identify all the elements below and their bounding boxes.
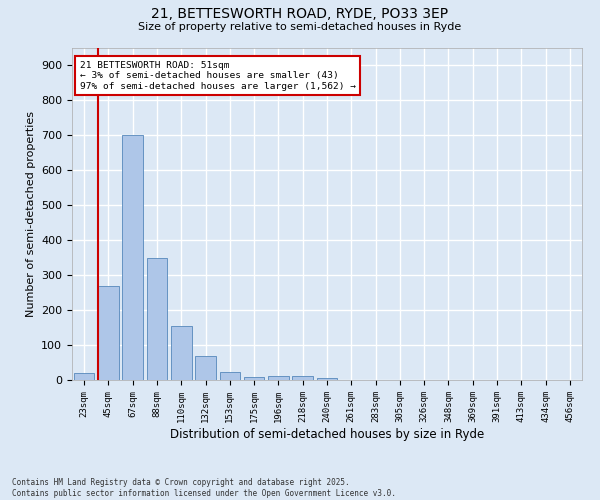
Bar (195, 356, 216, 380)
Bar (74, 373, 94, 380)
Bar (146, 258, 167, 380)
Bar (292, 376, 313, 380)
Y-axis label: Number of semi-detached properties: Number of semi-detached properties (26, 111, 35, 317)
Bar (220, 372, 240, 380)
Bar (244, 376, 265, 380)
Text: 21 BETTESWORTH ROAD: 51sqm
← 3% of semi-detached houses are smaller (43)
97% of : 21 BETTESWORTH ROAD: 51sqm ← 3% of semi-… (80, 61, 356, 90)
Bar (317, 378, 337, 380)
X-axis label: Distribution of semi-detached houses by size in Ryde: Distribution of semi-detached houses by … (170, 428, 484, 440)
Text: Contains HM Land Registry data © Crown copyright and database right 2025.
Contai: Contains HM Land Registry data © Crown c… (12, 478, 396, 498)
Bar (268, 376, 289, 380)
Bar (171, 326, 191, 380)
Text: Size of property relative to semi-detached houses in Ryde: Size of property relative to semi-detach… (139, 22, 461, 32)
Bar (98, 286, 119, 380)
Bar (122, 135, 143, 380)
Text: 21, BETTESWORTH ROAD, RYDE, PO33 3EP: 21, BETTESWORTH ROAD, RYDE, PO33 3EP (151, 8, 449, 22)
